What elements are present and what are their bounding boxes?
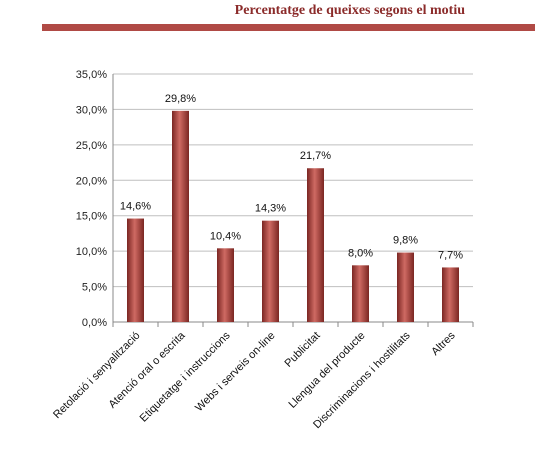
category-label: Llengua del producte: [286, 330, 367, 411]
data-label: 8,0%: [348, 247, 373, 259]
category-label: Atenció oral o escrita: [107, 329, 189, 411]
data-label: 14,3%: [255, 203, 286, 215]
y-tick-label: 10,0%: [76, 246, 107, 258]
bar: [217, 248, 234, 322]
category-label: Publicitat: [283, 330, 323, 370]
category-label: Retolació i senyalització: [51, 330, 142, 421]
data-label: 21,7%: [300, 150, 331, 162]
category-label: Altres: [429, 329, 458, 358]
y-tick-label: 20,0%: [76, 175, 107, 187]
bar: [127, 218, 144, 322]
bar: [307, 168, 324, 322]
grid-lines: [113, 73, 473, 288]
y-tick-label: 25,0%: [76, 140, 107, 152]
bar: [397, 252, 414, 322]
y-tick-label: 15,0%: [76, 211, 107, 223]
y-tick-label: 5,0%: [82, 282, 107, 294]
data-label: 14,6%: [120, 201, 151, 213]
bar: [352, 265, 369, 322]
bar: [172, 110, 189, 323]
category-label: Etiquetatge i instruccions: [138, 329, 233, 424]
y-tick-labels: 0,0% 5,0% 10,0% 15,0% 20,0% 25,0% 30,0% 35,0%: [76, 69, 107, 329]
data-label: 10,4%: [210, 230, 241, 242]
y-tick-label: 35,0%: [76, 69, 107, 81]
bar: [262, 220, 279, 322]
data-label: 29,8%: [165, 93, 196, 105]
y-tick-label: 30,0%: [76, 104, 107, 116]
category-label: Discriminacions i hostilitats: [311, 329, 413, 431]
bar: [442, 267, 459, 322]
category-label: Webs i serveis on-line: [193, 330, 277, 414]
axes: [112, 74, 474, 327]
data-labels: 14,6% 29,8% 10,4% 14,3% 21,7% 8,0% 9,8% 7,7%: [120, 93, 463, 262]
chart-title: Percentatge de queixes segons el motiu: [234, 3, 465, 18]
bars: [127, 110, 459, 323]
header-divider: [42, 24, 535, 31]
data-label: 9,8%: [393, 235, 418, 247]
data-label: 7,7%: [438, 249, 463, 261]
y-tick-label: 0,0%: [82, 317, 107, 329]
